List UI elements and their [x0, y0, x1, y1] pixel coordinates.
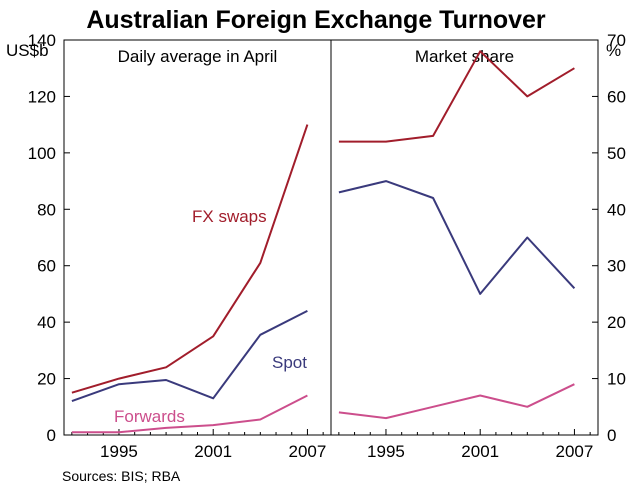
left-y-axis: 0 20 40 60 80 100 120 140 [28, 31, 70, 445]
left-y-tick-label: 60 [37, 257, 56, 276]
chart-title: Australian Foreign Exchange Turnover [86, 6, 546, 34]
x-tick-label: 1995 [367, 442, 405, 461]
series-label-fx-swaps: FX swaps [192, 207, 267, 226]
right-y-tick-label: 20 [607, 313, 626, 332]
x-tick-label: 1995 [100, 442, 138, 461]
right-y-tick-label: 70 [607, 31, 626, 50]
right-y-tick-label: 40 [607, 200, 626, 219]
right-y-axis: 0 10 20 30 40 50 60 70 [592, 31, 626, 445]
share-line-fx-swaps [338, 50, 575, 143]
turnover-line-fx-swaps [71, 124, 309, 394]
right-y-tick-label: 10 [607, 370, 626, 389]
x-tick-label: 2001 [461, 442, 499, 461]
right-y-tick-label: 30 [607, 257, 626, 276]
left-y-tick-label: 80 [37, 200, 56, 219]
series-label-forwards: Forwards [114, 407, 185, 426]
right-y-tick-label: 60 [607, 87, 626, 106]
series-label-spot: Spot [272, 353, 307, 372]
right-panel-title: Market share [415, 47, 514, 66]
left-y-tick-label: 40 [37, 313, 56, 332]
left-y-tick-label: 140 [28, 31, 56, 50]
turnover-line-forwards [71, 394, 308, 434]
left-unit-label: US$b [6, 41, 49, 60]
left-y-tick-label: 20 [37, 370, 56, 389]
share-line-forwards [338, 383, 575, 420]
right-y-tick-label: 0 [607, 426, 616, 445]
right-y-tick-label: 50 [607, 144, 626, 163]
right-unit-label: % [606, 41, 621, 60]
x-axis: 1995 2001 2007 1995 2001 2007 [71, 429, 594, 461]
x-tick-label: 2007 [289, 442, 327, 461]
left-y-tick-label: 120 [28, 87, 56, 106]
source-note: Sources: BIS; RBA [62, 468, 181, 484]
left-panel-title: Daily average in April [118, 47, 278, 66]
share-line-spot [338, 180, 576, 295]
left-y-tick-label: 100 [28, 144, 56, 163]
turnover-line-spot [71, 310, 308, 403]
x-tick-label: 2001 [194, 442, 232, 461]
x-tick-label: 2007 [556, 442, 594, 461]
series-layer [71, 50, 576, 434]
left-y-tick-label: 0 [47, 426, 56, 445]
